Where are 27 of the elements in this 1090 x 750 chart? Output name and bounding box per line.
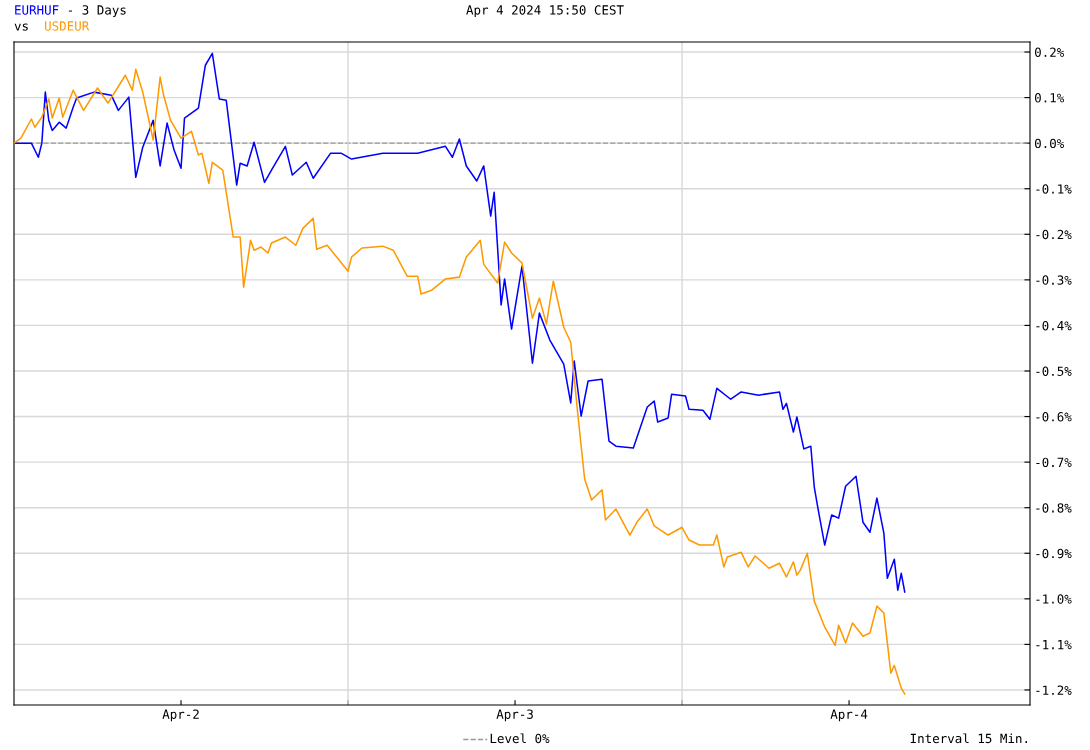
text: Interval 15 Min. [910, 733, 1027, 744]
y-tick-label: -0.3% [1036, 275, 1072, 285]
x-tick-label: Apr-4 [830, 709, 868, 722]
y-tick-label: -0.5% [1036, 366, 1072, 376]
y-tick-label: -0.2% [1036, 229, 1072, 240]
y-tick-label: -0.4% [1036, 320, 1072, 331]
text: vs [14, 23, 28, 31]
chart-subtitle: Apr 4 2024 15:50 CEST [466, 5, 624, 18]
y-tick-label: -0.8% [1036, 503, 1072, 513]
text: USDEUR [45, 21, 90, 31]
text: EURHUF [15, 5, 59, 15]
line-series [14, 52, 906, 593]
x-tick-label: Apr-3 [496, 709, 533, 722]
chart-title: - 3 Days [68, 5, 126, 18]
y-tick-label: 0.0% [1034, 138, 1065, 149]
y-tick-label: 0.2% [1034, 47, 1065, 57]
y-tick-label: -0.1% [1036, 184, 1072, 194]
x-tick-label: Apr-2 [162, 709, 199, 722]
y-tick-label: 0.1% [1034, 93, 1065, 103]
line-series [14, 68, 906, 695]
y-tick-label: -1.1% [1036, 640, 1072, 650]
y-tick-label: -0.6% [1036, 412, 1072, 422]
y-tick-label: -1.2% [1036, 685, 1072, 695]
y-tick-label: -0.7% [1036, 457, 1072, 468]
y-tick-label: -1.0% [1036, 594, 1072, 604]
legend-label: Level 0% [490, 733, 550, 744]
y-tick-label: -0.9% [1036, 548, 1072, 559]
